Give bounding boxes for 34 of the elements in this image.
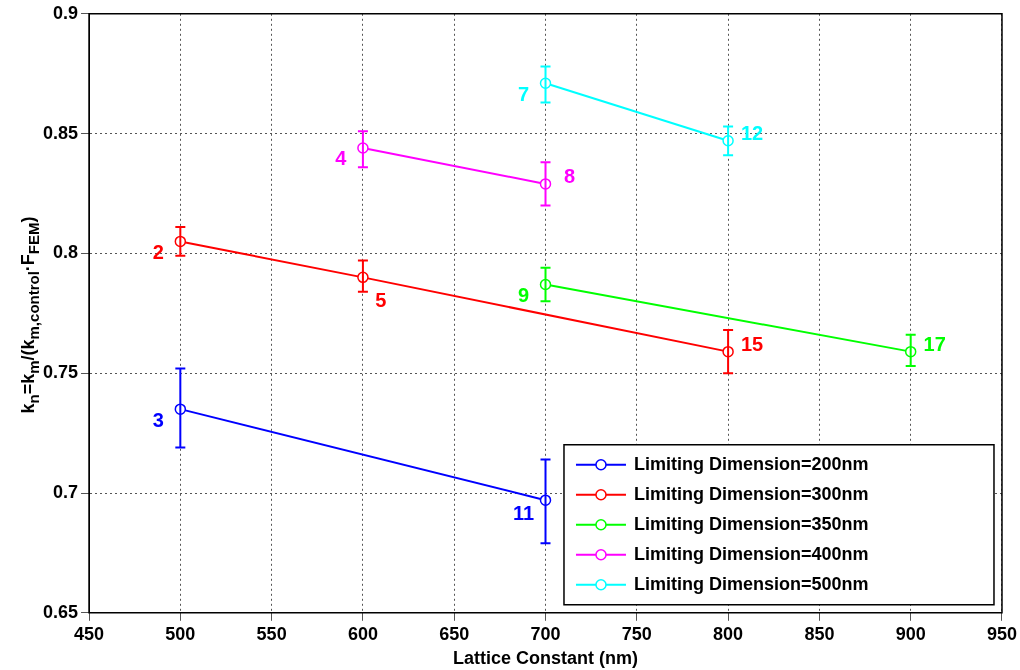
y-tick-label: 0.75: [42, 362, 79, 383]
x-tick-label: 750: [621, 623, 652, 644]
x-tick-label: 900: [895, 623, 926, 644]
y-tick-label: 0.65: [42, 601, 79, 622]
x-tick-label: 850: [804, 623, 835, 644]
x-tick-label: 650: [439, 623, 470, 644]
annotation: 7: [517, 82, 530, 105]
x-tick-label: 950: [986, 623, 1018, 644]
y-tick-label: 0.8: [53, 242, 79, 263]
x-tick-label: 700: [530, 623, 561, 644]
x-tick-label: 450: [74, 623, 105, 644]
annotation: 2: [152, 240, 164, 263]
annotation: 5: [375, 288, 387, 311]
x-axis-title: Lattice Constant (nm): [453, 648, 639, 669]
annotation: 17: [923, 333, 946, 356]
legend-label: Limiting Dimension=350nm: [633, 513, 869, 534]
legend-label: Limiting Dimension=500nm: [633, 573, 869, 594]
y-tick-label: 0.85: [42, 122, 79, 143]
x-tick-label: 500: [165, 623, 196, 644]
annotation: 8: [563, 165, 576, 188]
annotation: 3: [152, 408, 164, 431]
annotation: 11: [512, 501, 535, 524]
x-tick-label: 800: [713, 623, 744, 644]
legend-label: Limiting Dimension=200nm: [633, 453, 869, 474]
annotation: 12: [740, 122, 764, 145]
y-tick-label: 0.7: [53, 481, 79, 502]
annotation: 4: [335, 147, 348, 170]
annotation: 15: [740, 333, 764, 356]
legend-label: Limiting Dimension=400nm: [633, 543, 869, 564]
x-tick-label: 600: [347, 623, 378, 644]
legend-label: Limiting Dimension=300nm: [633, 483, 869, 504]
x-tick-label: 550: [256, 623, 287, 644]
annotation: 9: [517, 284, 530, 307]
y-tick-label: 0.9: [53, 2, 79, 23]
